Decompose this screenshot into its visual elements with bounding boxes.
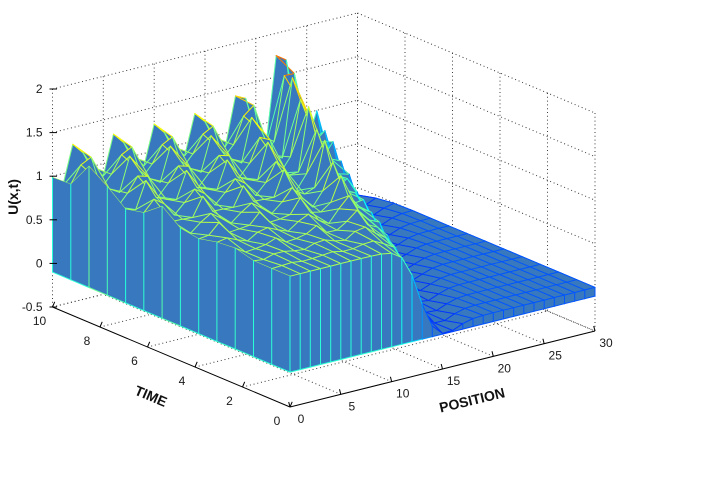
tick-label: 20 bbox=[498, 361, 512, 375]
tick-label: 10 bbox=[396, 387, 410, 401]
tick-label: -0.5 bbox=[22, 300, 43, 314]
surface-mesh bbox=[52, 54, 596, 373]
tick-labels: 0 2 4 6 8 10 0 5 10 15 20 25 30 -0.5 0 0.5 1 1.5 2 bbox=[22, 82, 613, 428]
tick-label: 2 bbox=[36, 82, 43, 96]
tick-label: 0 bbox=[298, 412, 305, 426]
tick-label: 1 bbox=[36, 169, 43, 183]
tick-label: 4 bbox=[179, 374, 186, 388]
tick-label: 30 bbox=[599, 336, 613, 350]
tick-label: 0 bbox=[274, 414, 281, 428]
tick-label: 0.5 bbox=[26, 213, 43, 227]
tick-label: 6 bbox=[131, 354, 138, 368]
tick-label: 15 bbox=[447, 374, 461, 388]
z-axis-label: U(x,t) bbox=[5, 179, 21, 215]
tick-label: 0 bbox=[36, 256, 43, 270]
tick-label: 1.5 bbox=[26, 126, 43, 140]
tick-label: 10 bbox=[33, 314, 47, 328]
tick-label: 2 bbox=[226, 394, 233, 408]
axes bbox=[49, 88, 596, 408]
tick-label: 25 bbox=[549, 349, 563, 363]
tick-label: 5 bbox=[348, 399, 355, 413]
tick-label: 8 bbox=[84, 334, 91, 348]
